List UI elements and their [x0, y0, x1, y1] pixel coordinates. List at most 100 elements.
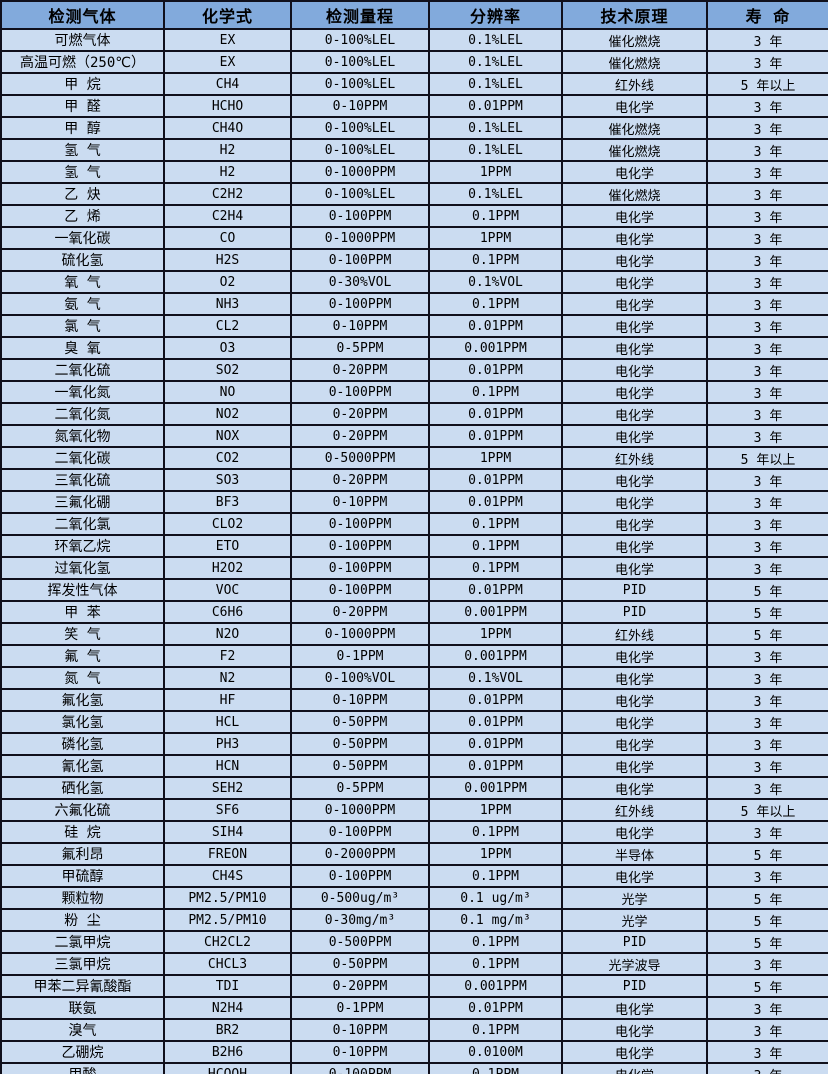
cell-range: 0-500PPM	[290, 930, 430, 954]
cell-resolution: 0.1%VOL	[428, 666, 563, 690]
cell-resolution: 0.1PPM	[428, 1062, 563, 1074]
cell-resolution: 0.01PPM	[428, 996, 563, 1020]
cell-formula: O3	[163, 336, 292, 360]
cell-lifespan: 5 年以上	[706, 72, 828, 96]
cell-lifespan: 3 年	[706, 292, 828, 316]
cell-gas: 甲酸	[0, 1062, 165, 1074]
table-row: 氯 气 CL2 0-10PPM 0.01PPM 电化学 3 年	[0, 314, 828, 338]
cell-resolution: 0.01PPM	[428, 468, 563, 492]
cell-range: 0-100PPM	[290, 534, 430, 558]
table-row: 氨 气 NH3 0-100PPM 0.1PPM 电化学 3 年	[0, 292, 828, 316]
cell-lifespan: 3 年	[706, 556, 828, 580]
cell-formula: N2	[163, 666, 292, 690]
cell-lifespan: 3 年	[706, 468, 828, 492]
cell-range: 0-1000PPM	[290, 160, 430, 184]
cell-gas: 粉 尘	[0, 908, 165, 932]
cell-lifespan: 3 年	[706, 116, 828, 140]
cell-resolution: 1PPM	[428, 798, 563, 822]
cell-gas: 联氨	[0, 996, 165, 1020]
cell-gas: 臭 氧	[0, 336, 165, 360]
column-header-gas: 检测气体	[0, 0, 165, 30]
table-row: 硅 烷 SIH4 0-100PPM 0.1PPM 电化学 3 年	[0, 820, 828, 844]
cell-gas: 三氧化硫	[0, 468, 165, 492]
cell-gas: 氢 气	[0, 138, 165, 162]
cell-resolution: 1PPM	[428, 160, 563, 184]
cell-principle: 电化学	[561, 732, 708, 756]
cell-gas: 氧 气	[0, 270, 165, 294]
cell-gas: 二氯甲烷	[0, 930, 165, 954]
cell-gas: 硫化氢	[0, 248, 165, 272]
cell-range: 0-100%VOL	[290, 666, 430, 690]
cell-principle: 电化学	[561, 776, 708, 800]
cell-resolution: 0.1PPM	[428, 556, 563, 580]
table-row: 氟 气 F2 0-1PPM 0.001PPM 电化学 3 年	[0, 644, 828, 668]
cell-resolution: 0.001PPM	[428, 974, 563, 998]
cell-resolution: 0.1PPM	[428, 248, 563, 272]
cell-gas: 可燃气体	[0, 28, 165, 52]
table-row: 六氟化硫 SF6 0-1000PPM 1PPM 红外线 5 年以上	[0, 798, 828, 822]
table-row: 氢 气 H2 0-100%LEL 0.1%LEL 催化燃烧 3 年	[0, 138, 828, 162]
cell-range: 0-10PPM	[290, 1018, 430, 1042]
table-row: 氧 气 O2 0-30%VOL 0.1%VOL 电化学 3 年	[0, 270, 828, 294]
cell-gas: 环氧乙烷	[0, 534, 165, 558]
cell-principle: 电化学	[561, 820, 708, 844]
cell-principle: 电化学	[561, 534, 708, 558]
cell-lifespan: 5 年	[706, 974, 828, 998]
cell-principle: PID	[561, 578, 708, 602]
cell-principle: 催化燃烧	[561, 138, 708, 162]
cell-principle: PID	[561, 600, 708, 624]
cell-resolution: 1PPM	[428, 446, 563, 470]
cell-resolution: 0.1PPM	[428, 292, 563, 316]
table-row: 联氨 N2H4 0-1PPM 0.01PPM 电化学 3 年	[0, 996, 828, 1020]
cell-lifespan: 3 年	[706, 688, 828, 712]
cell-gas: 溴气	[0, 1018, 165, 1042]
cell-lifespan: 5 年以上	[706, 446, 828, 470]
cell-lifespan: 3 年	[706, 204, 828, 228]
cell-lifespan: 3 年	[706, 50, 828, 74]
cell-principle: 电化学	[561, 314, 708, 338]
cell-formula: PM2.5/PM10	[163, 886, 292, 910]
cell-principle: 电化学	[561, 336, 708, 360]
cell-lifespan: 3 年	[706, 160, 828, 184]
table-row: 氟化氢 HF 0-10PPM 0.01PPM 电化学 3 年	[0, 688, 828, 712]
table-body: 可燃气体 EX 0-100%LEL 0.1%LEL 催化燃烧 3 年高温可燃（250℃） E…	[0, 28, 828, 1074]
cell-resolution: 0.1PPM	[428, 930, 563, 954]
table-row: 颗粒物 PM2.5/PM10 0-500ug/m³ 0.1 ug/m³ 光学 5 年	[0, 886, 828, 910]
cell-range: 0-100%LEL	[290, 28, 430, 52]
cell-principle: 电化学	[561, 424, 708, 448]
cell-principle: 电化学	[561, 556, 708, 580]
cell-lifespan: 3 年	[706, 776, 828, 800]
cell-gas: 氮氧化物	[0, 424, 165, 448]
cell-gas: 甲 烷	[0, 72, 165, 96]
cell-range: 0-20PPM	[290, 402, 430, 426]
cell-formula: C6H6	[163, 600, 292, 624]
cell-resolution: 0.01PPM	[428, 94, 563, 118]
cell-gas: 一氧化碳	[0, 226, 165, 250]
table-row: 甲 苯 C6H6 0-20PPM 0.001PPM PID 5 年	[0, 600, 828, 624]
cell-gas: 一氧化氮	[0, 380, 165, 404]
cell-gas: 乙 炔	[0, 182, 165, 206]
cell-formula: HCOOH	[163, 1062, 292, 1074]
cell-resolution: 1PPM	[428, 226, 563, 250]
cell-resolution: 0.001PPM	[428, 600, 563, 624]
cell-resolution: 0.01PPM	[428, 358, 563, 382]
cell-principle: 电化学	[561, 402, 708, 426]
cell-gas: 甲 苯	[0, 600, 165, 624]
table-row: 挥发性气体 VOC 0-100PPM 0.01PPM PID 5 年	[0, 578, 828, 602]
cell-resolution: 0.1 mg/m³	[428, 908, 563, 932]
cell-resolution: 0.01PPM	[428, 490, 563, 514]
cell-lifespan: 5 年以上	[706, 798, 828, 822]
cell-gas: 颗粒物	[0, 886, 165, 910]
cell-principle: 电化学	[561, 248, 708, 272]
cell-range: 0-100PPM	[290, 204, 430, 228]
cell-principle: 半导体	[561, 842, 708, 866]
cell-formula: O2	[163, 270, 292, 294]
cell-lifespan: 3 年	[706, 1040, 828, 1064]
cell-formula: F2	[163, 644, 292, 668]
cell-formula: CH2CL2	[163, 930, 292, 954]
cell-range: 0-100PPM	[290, 820, 430, 844]
cell-formula: FREON	[163, 842, 292, 866]
cell-gas: 甲 醛	[0, 94, 165, 118]
cell-resolution: 0.1%LEL	[428, 138, 563, 162]
cell-resolution: 0.01PPM	[428, 578, 563, 602]
